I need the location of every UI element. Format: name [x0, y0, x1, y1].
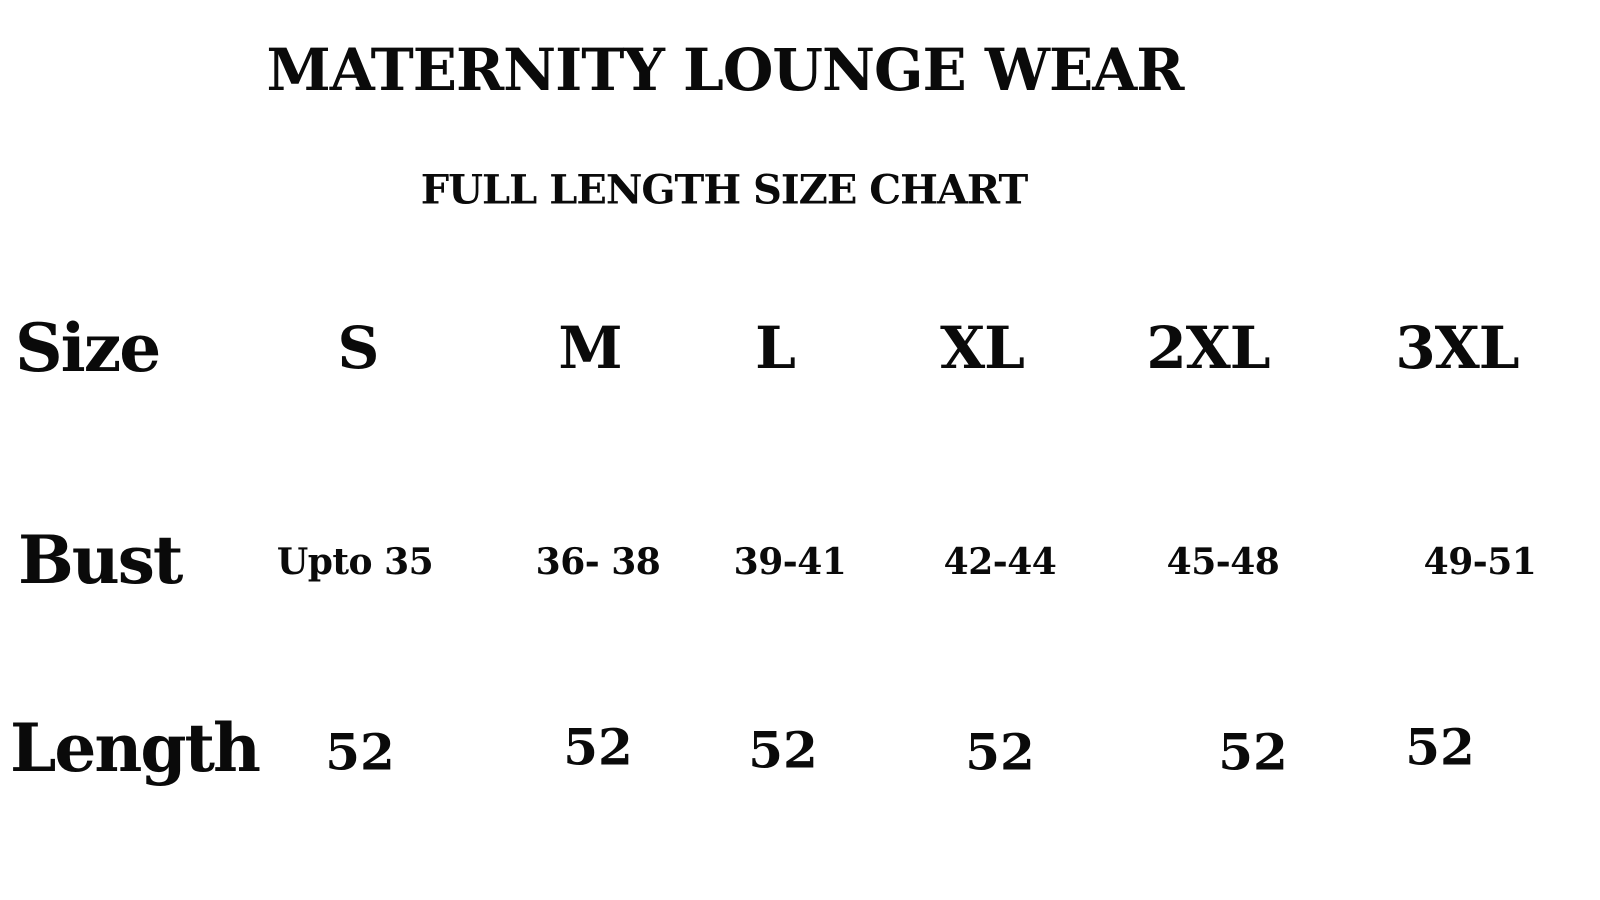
page-subtitle: FULL LENGTH SIZE CHART: [420, 166, 1028, 214]
length-cell: 52: [965, 722, 1035, 782]
bust-cell: 39-41: [733, 541, 847, 583]
size-cell: L: [755, 314, 796, 382]
size-cell: 3XL: [1395, 314, 1519, 382]
row-label-size: Size: [15, 309, 161, 387]
bust-cell: 49-51: [1423, 541, 1537, 583]
bust-cell: 45-48: [1166, 541, 1280, 583]
size-cell: M: [558, 314, 622, 382]
length-cell: 52: [325, 722, 395, 782]
length-cell: 52: [1218, 722, 1288, 782]
bust-cell: 36- 38: [535, 541, 661, 583]
bust-cell: Upto 35: [276, 541, 434, 583]
page-title: MATERNITY LOUNGE WEAR: [266, 36, 1185, 104]
size-cell: XL: [940, 314, 1025, 382]
size-cell: 2XL: [1146, 314, 1270, 382]
length-cell: 52: [1405, 717, 1475, 777]
bust-cell: 42-44: [943, 541, 1057, 583]
row-label-length: Length: [10, 709, 261, 787]
length-cell: 52: [563, 717, 633, 777]
length-cell: 52: [748, 720, 818, 780]
row-label-bust: Bust: [18, 521, 183, 599]
size-cell: S: [337, 314, 380, 382]
